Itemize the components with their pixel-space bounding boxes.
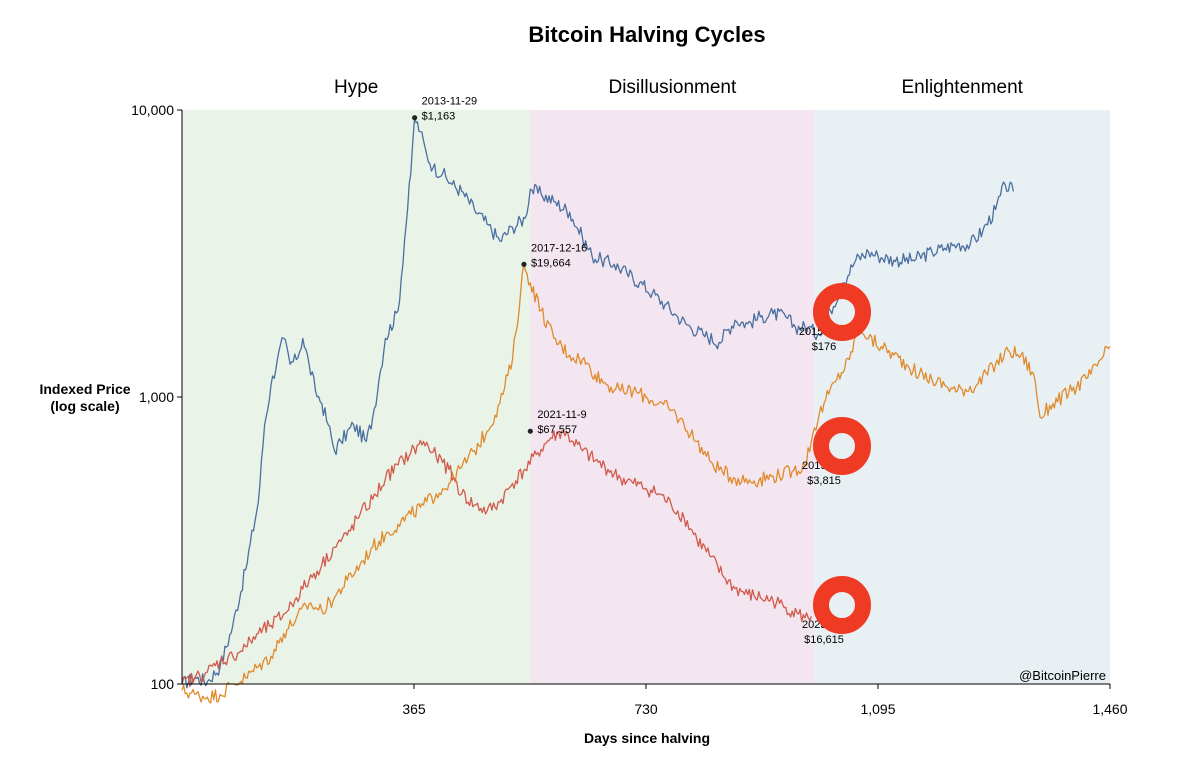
annotation-price-5: $16,615 (804, 634, 844, 646)
series-layer (181, 117, 1111, 704)
x-tick-label-0: 365 (402, 701, 426, 717)
peak-marker-0 (412, 115, 418, 121)
x-ticks: 365 730 1,095 1,460 (402, 684, 1128, 717)
bottom-rings (813, 283, 871, 634)
peak-markers (412, 115, 533, 434)
annotation-date-2: 2021-11-9 (537, 409, 586, 421)
y-axis-label-line2: (log scale) (50, 398, 119, 414)
annotation-date-1: 2017-12-16 (531, 242, 587, 254)
series-line-0 (181, 117, 1015, 689)
annotation-price-1: $19,664 (531, 257, 571, 269)
series-line-1 (181, 263, 1111, 704)
y-tick-label-0: 100 (151, 676, 175, 692)
x-tick-label-3: 1,460 (1092, 701, 1127, 717)
phase-band-1 (530, 110, 815, 684)
phase-bands (182, 110, 1110, 684)
highlight-ring-1 (813, 417, 871, 475)
peak-marker-2 (527, 428, 533, 434)
annotation-price-4: $3,815 (807, 475, 841, 487)
credit-text: @BitcoinPierre (1019, 668, 1106, 683)
phase-label-2: Enlightenment (901, 77, 1023, 98)
phase-labels: Hype Disillusionment Enlightenment (334, 77, 1024, 98)
y-ticks: 100 1,000 10,000 (131, 102, 182, 692)
highlight-ring-2 (813, 576, 871, 634)
phase-band-0 (182, 110, 531, 684)
chart-title: Bitcoin Halving Cycles (528, 22, 765, 47)
phase-label-0: Hype (334, 77, 378, 98)
annotation-date-0: 2013-11-29 (422, 96, 477, 108)
x-tick-label-2: 1,095 (860, 701, 895, 717)
series-line-2 (181, 430, 812, 688)
y-tick-label-2: 10,000 (131, 102, 174, 118)
highlight-ring-0 (813, 283, 871, 341)
peak-marker-1 (521, 261, 527, 267)
phase-label-1: Disillusionment (608, 77, 736, 98)
annotation-price-2: $67,557 (537, 424, 577, 436)
annotation-price-0: $1,163 (422, 111, 456, 123)
x-tick-label-1: 730 (634, 701, 658, 717)
y-axis-label-line1: Indexed Price (39, 381, 130, 397)
annotation-price-3: $176 (812, 341, 836, 353)
x-axis-label: Days since halving (584, 730, 710, 746)
y-tick-label-1: 1,000 (139, 389, 174, 405)
